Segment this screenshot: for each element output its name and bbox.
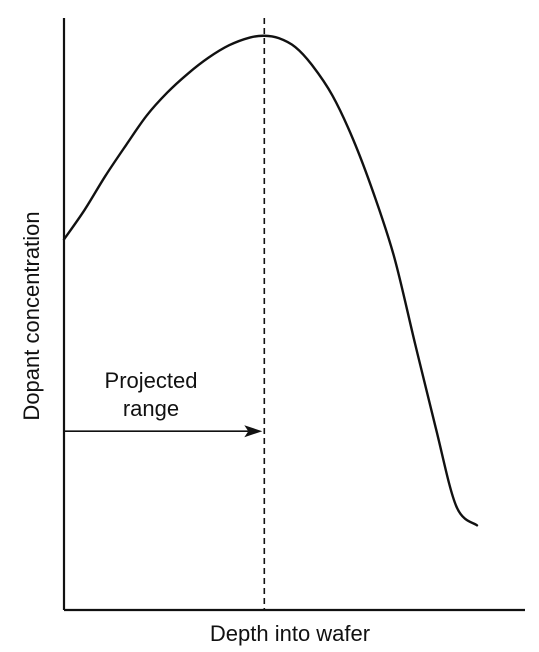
projected-range-arrowhead [244,425,263,438]
axes [62,18,525,612]
dopant-profile-curve [62,34,479,527]
annotation-line-2: range [123,396,179,421]
y-axis-label: Dopant concentration [19,211,44,420]
annotation-line-1: Projected [105,368,198,393]
plot-layer [62,18,479,610]
x-axis-label: Depth into wafer [210,621,370,646]
